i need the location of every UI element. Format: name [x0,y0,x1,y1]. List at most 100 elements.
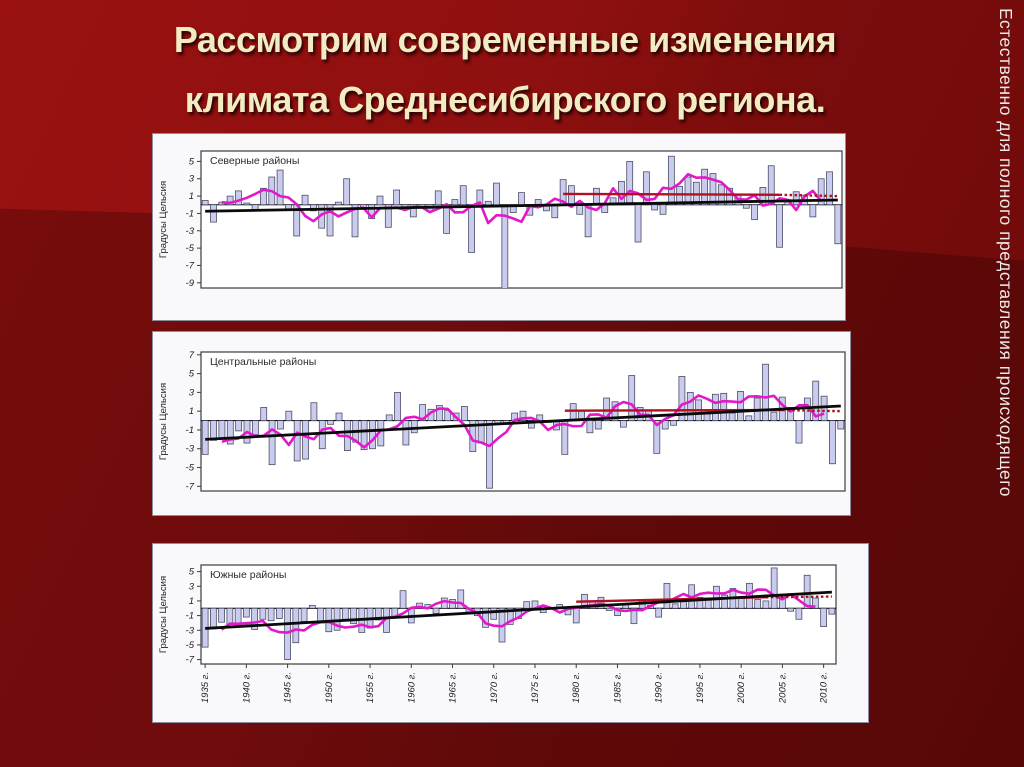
bar [826,171,833,206]
bar [737,391,744,421]
y-axis-title: Градусы Цельсия [158,181,169,258]
x-tick-label: 2000 г. [736,672,747,704]
y-axis-title: Градусы Цельсия [158,383,169,460]
bar [506,607,514,625]
y-tick-label: 3 [189,581,195,592]
slide-title: Рассмотрим современные изменения климата… [30,10,980,130]
bar [519,410,527,421]
x-tick-label: 1990 г. [654,672,665,703]
y-tick-label: 3 [189,174,195,185]
bar [459,185,467,206]
bar [350,607,357,625]
bar [384,204,392,228]
y-tick-label: -1 [186,208,194,219]
bar [584,204,592,238]
bar [267,607,275,622]
y-tick-label: 5 [189,567,195,578]
chart-panel-central: 7 5 3 1 -1 -3 -5 -7 Центральные районы Градусы Це… [152,331,851,516]
bar [795,420,803,444]
y-tick-label: -3 [186,625,195,636]
bar [302,420,309,460]
y-tick-label: -9 [186,278,195,289]
bar [663,582,671,609]
y-tick-label: -5 [186,463,195,474]
bar [655,607,663,618]
y-tick-label: 5 [189,156,195,167]
y-tick-label: -1 [186,425,194,436]
bar [493,182,500,206]
bar [432,607,440,614]
x-tick-label: 1955 г. [365,672,376,703]
y-tick-label: 1 [189,191,194,202]
y-axis-title: Градусы Цельсия [158,576,169,653]
bar [527,420,535,429]
bar [762,363,769,421]
bar [369,420,376,450]
side-note: Естественно для полного представления пр… [996,8,1016,497]
bar [326,204,334,237]
y-tick-label: -1 [186,611,194,622]
bar [795,607,803,620]
bar [335,412,343,421]
bar [235,420,243,432]
bar [634,204,642,243]
bar [619,420,627,428]
bar [787,607,794,612]
y-tick-label: -5 [186,640,195,651]
y-tick-label: -7 [186,655,195,666]
bar [704,599,712,609]
bar [399,590,407,609]
recent-mean-line-dashed [765,595,832,599]
y-tick-label: -3 [186,444,195,455]
bar [551,204,559,219]
y-tick-label: -7 [186,260,195,271]
title-line-1: Рассмотрим современные изменения [173,19,837,60]
bar [284,607,291,660]
x-tick-label: 1940 г. [241,672,252,703]
x-tick-label: 1950 г. [324,672,335,703]
x-tick-label: 2010 г. [819,672,830,704]
bar [235,190,242,206]
bar [276,607,283,619]
y-tick-label: 1 [189,406,194,417]
bar [393,189,401,206]
bar [300,607,308,622]
bar [523,601,531,609]
bar [277,420,284,430]
bar [803,574,811,609]
y-tick-label: 7 [189,350,195,361]
bar [728,412,736,421]
bar [828,607,836,615]
bar [770,411,778,421]
bar [293,420,301,462]
bar [676,186,684,206]
bar [376,195,384,206]
x-tick-label: 1980 г. [571,672,582,703]
bar [745,415,753,421]
bar [210,204,217,223]
bar [605,607,613,611]
trend-line [205,198,838,213]
y-tick-label: 3 [189,387,195,398]
bar [594,420,602,430]
bar [614,607,621,616]
bar [762,600,770,609]
region-label: Южные районы [210,569,286,581]
bar [268,420,276,466]
chart-central-regions: 7 5 3 1 -1 -3 -5 -7 Центральные районы Градусы Це… [158,350,846,492]
bar [440,597,448,609]
bar [630,607,638,625]
bar [576,204,584,215]
bar [770,567,778,609]
bar [837,420,845,430]
bar [451,199,459,206]
bar [490,607,498,620]
y-tick-label: 1 [189,596,194,607]
bar [820,607,827,627]
bar [593,187,600,206]
bar [435,405,443,421]
bar [709,173,717,206]
x-tick-label: 1945 г. [283,672,294,703]
x-tick-label: 1985 г. [612,672,623,703]
bar [720,392,728,421]
